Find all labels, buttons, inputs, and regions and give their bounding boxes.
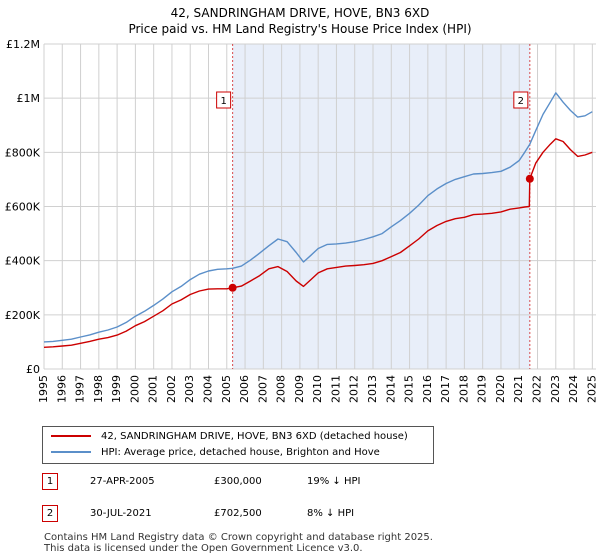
sale-marker-box xyxy=(216,91,232,109)
sale-marker-badge: 1 xyxy=(42,473,58,490)
x-tick-label: 2007 xyxy=(256,375,269,403)
x-tick-label: 1997 xyxy=(74,375,87,403)
x-tick-label: 2021 xyxy=(512,375,525,403)
sale-marker-label: 1 xyxy=(220,96,226,107)
x-tick-label: 2000 xyxy=(128,375,141,403)
y-tick-label: £200K xyxy=(5,309,41,322)
sale-hpi-diff: 8% ↓ HPI xyxy=(307,508,355,519)
hpi-line xyxy=(43,92,593,343)
legend-label-price-paid: 42, SANDRINGHAM DRIVE, HOVE, BN3 6XD (de… xyxy=(101,431,408,442)
sale-marker-badge: 2 xyxy=(42,505,58,522)
footer-copyright: Contains HM Land Registry data © Crown c… xyxy=(44,532,433,543)
x-tick-label: 2025 xyxy=(585,375,598,403)
y-tick-label: £0 xyxy=(26,363,40,376)
sale-date: 27-APR-2005 xyxy=(90,476,155,487)
x-tick-label: 2010 xyxy=(311,375,324,403)
x-tick-label: 2012 xyxy=(348,375,361,403)
price-paid-line xyxy=(43,138,593,348)
x-tick-label: 2008 xyxy=(275,375,288,403)
x-tick-label: 2004 xyxy=(202,375,215,403)
sale-point xyxy=(228,283,237,292)
x-tick-label: 2011 xyxy=(329,375,342,403)
footer-attribution: Contains HM Land Registry data © Crown c… xyxy=(44,532,433,554)
chart-subtitle: Price paid vs. HM Land Registry's House … xyxy=(128,22,472,36)
x-tick-label: 2001 xyxy=(147,375,160,403)
x-tick-label: 2024 xyxy=(567,375,580,403)
x-tick-label: 2002 xyxy=(165,375,178,403)
x-tick-label: 1995 xyxy=(37,375,50,403)
legend-item-hpi: HPI: Average price, detached house, Brig… xyxy=(51,445,380,461)
y-tick-label: £800K xyxy=(5,146,41,159)
x-tick-label: 2015 xyxy=(403,375,416,403)
x-tick-label: 2009 xyxy=(293,375,306,403)
sale-marker-box xyxy=(513,91,529,109)
x-tick-label: 2014 xyxy=(384,375,397,403)
x-tick-label: 1998 xyxy=(92,375,105,403)
sale-price: £300,000 xyxy=(214,476,262,487)
x-tick-label: 2013 xyxy=(366,375,379,403)
y-tick-label: £1.2M xyxy=(6,38,40,51)
x-tick-label: 2003 xyxy=(183,375,196,403)
y-tick-label: £1M xyxy=(17,92,41,105)
legend-item-price-paid: 42, SANDRINGHAM DRIVE, HOVE, BN3 6XD (de… xyxy=(51,429,408,445)
x-tick-label: 2018 xyxy=(457,375,470,403)
x-tick-label: 2023 xyxy=(549,375,562,403)
x-tick-label: 2017 xyxy=(439,375,452,403)
x-tick-label: 2020 xyxy=(494,375,507,403)
sale-marker-label: 2 xyxy=(518,96,524,107)
x-tick-label: 2006 xyxy=(238,375,251,403)
legend-swatch-hpi xyxy=(51,451,91,453)
legend-swatch-price-paid xyxy=(51,435,91,437)
footer-licence: This data is licensed under the Open Gov… xyxy=(44,543,363,554)
price-chart: 1 2 £0 £200K £400K £600K £800K £1M £1.2M 1995 19… xyxy=(5,38,599,403)
x-tick-label: 2019 xyxy=(476,375,489,403)
sale-hpi-diff: 19% ↓ HPI xyxy=(307,476,361,487)
x-tick-label: 2016 xyxy=(421,375,434,403)
x-tick-label: 2022 xyxy=(531,375,544,403)
x-tick-label: 2005 xyxy=(220,375,233,403)
chart-title-address: 42, SANDRINGHAM DRIVE, HOVE, BN3 6XD xyxy=(170,6,430,20)
y-tick-label: £400K xyxy=(5,255,41,268)
sale-price: £702,500 xyxy=(214,508,262,519)
sale-date: 30-JUL-2021 xyxy=(90,508,152,519)
legend-label-hpi: HPI: Average price, detached house, Brig… xyxy=(101,447,380,458)
x-tick-label: 1999 xyxy=(110,375,123,403)
y-tick-label: £600K xyxy=(5,201,41,214)
x-tick-label: 1996 xyxy=(55,375,68,403)
legend: 42, SANDRINGHAM DRIVE, HOVE, BN3 6XD (de… xyxy=(42,426,434,464)
sale-point xyxy=(525,174,534,183)
